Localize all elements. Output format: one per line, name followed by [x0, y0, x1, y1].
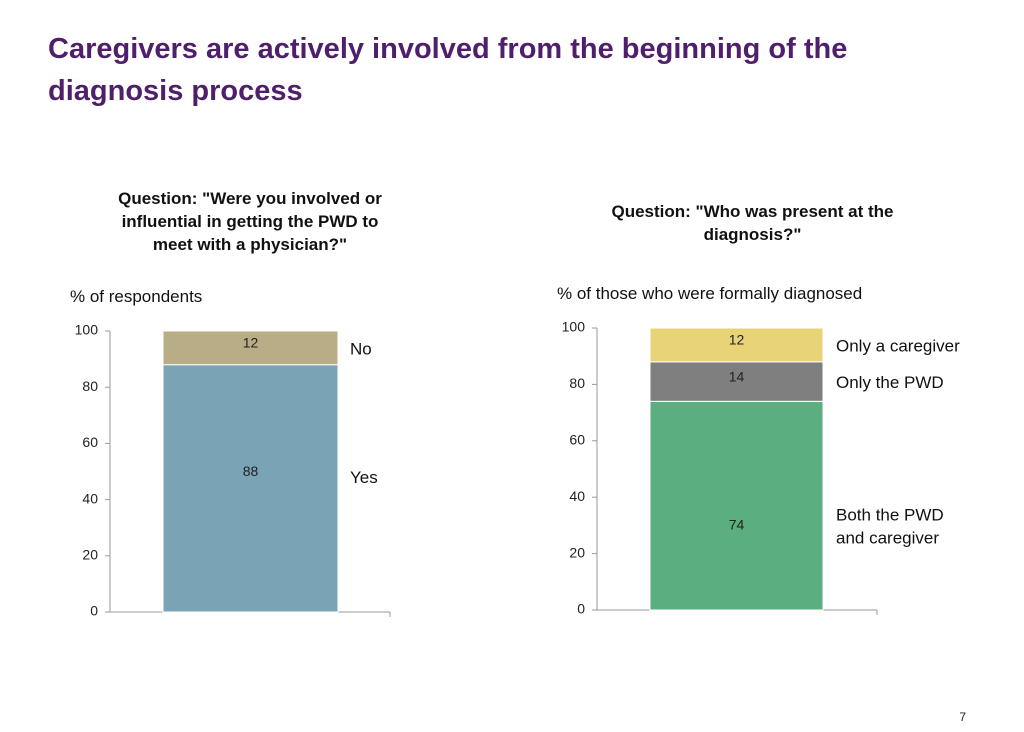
- right-bar-value-label: 14: [729, 368, 745, 384]
- right-series-label: Only a caregiver: [836, 336, 960, 355]
- right-y-tick-label: 40: [569, 488, 585, 504]
- left-bar-segment: [162, 364, 339, 613]
- chart-left-question-line-1: Question: "Were you involved or: [118, 189, 382, 208]
- right-series-label: Only the PWD: [836, 373, 944, 392]
- page-title: Caregivers are actively involved from th…: [48, 28, 988, 112]
- left-y-tick-label: 100: [75, 322, 99, 338]
- left-bar-segment: [162, 330, 339, 366]
- chart-right-question-line-1: Question: "Who was present at the: [611, 202, 894, 221]
- left-y-tick-label: 0: [90, 603, 98, 619]
- left-bar-value-label: 12: [243, 335, 259, 351]
- right-series-label: and caregiver: [836, 529, 939, 548]
- right-y-tick-label: 100: [562, 319, 586, 335]
- right-bar-value-label: 12: [729, 332, 745, 348]
- chart-left-question-line-2: influential in getting the PWD to: [121, 212, 379, 231]
- right-y-tick-label: 60: [569, 432, 585, 448]
- left-y-tick-label: 40: [82, 490, 98, 506]
- chart-right-question: Question: "Who was present at the diagno…: [580, 200, 925, 246]
- left-y-tick-label: 20: [82, 547, 98, 563]
- chart-right-y-axis-label: % of those who were formally diagnosed: [557, 284, 863, 303]
- right-bar-value-label: 74: [729, 516, 745, 532]
- left-bar-value-label: 88: [243, 463, 259, 479]
- right-bar-segment: [649, 327, 824, 363]
- right-bar-segment: [649, 400, 824, 611]
- right-y-tick-label: 20: [569, 544, 585, 560]
- left-y-tick-label: 80: [82, 378, 98, 394]
- chart-right-question-line-2: diagnosis?": [703, 225, 802, 244]
- right-bar-segment: [649, 361, 824, 402]
- left-y-tick-label: 60: [82, 434, 98, 450]
- left-series-label: No: [350, 339, 372, 358]
- right-y-tick-label: 0: [577, 601, 585, 617]
- chart-left-question-line-3: meet with a physician?": [152, 235, 348, 254]
- left-series-label: Yes: [350, 468, 378, 487]
- chart-left-question: Question: "Were you involved or influent…: [95, 187, 405, 256]
- right-y-tick-label: 80: [569, 375, 585, 391]
- page-title-line-2: diagnosis process: [48, 75, 303, 107]
- chart-left-y-axis-label: % of respondents: [70, 287, 203, 306]
- page-title-line-1: Caregivers are actively involved from th…: [48, 33, 848, 65]
- right-series-label: Both the PWD: [836, 506, 944, 525]
- page-number: 7: [959, 710, 966, 724]
